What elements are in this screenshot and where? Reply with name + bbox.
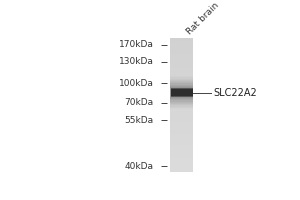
Bar — [170, 125, 193, 128]
Bar — [170, 138, 193, 142]
Bar — [170, 81, 193, 85]
Bar — [170, 165, 193, 168]
Bar — [170, 38, 193, 41]
Bar — [170, 115, 193, 118]
Bar — [170, 148, 193, 152]
Bar — [170, 78, 193, 81]
Bar — [170, 86, 193, 99]
Bar — [170, 51, 193, 55]
Bar — [171, 89, 193, 96]
Bar — [170, 65, 193, 68]
Text: 40kDa: 40kDa — [125, 162, 154, 171]
Bar — [170, 118, 193, 122]
Bar — [170, 128, 193, 132]
Bar — [170, 87, 193, 98]
Bar — [170, 71, 193, 75]
Bar — [170, 108, 193, 112]
Bar — [170, 91, 193, 95]
Bar — [170, 132, 193, 135]
Bar — [170, 81, 193, 104]
Text: 70kDa: 70kDa — [124, 98, 154, 107]
Bar — [170, 88, 193, 91]
Bar — [170, 83, 193, 102]
Bar — [170, 98, 193, 102]
Text: SLC22A2: SLC22A2 — [213, 88, 257, 98]
Bar — [170, 82, 193, 103]
Bar — [170, 55, 193, 58]
Bar — [171, 88, 193, 97]
Text: 170kDa: 170kDa — [119, 40, 154, 49]
Bar — [170, 77, 193, 108]
Bar — [170, 122, 193, 125]
Bar — [170, 168, 193, 172]
Bar — [170, 68, 193, 71]
Bar — [170, 79, 193, 107]
Bar — [170, 80, 193, 105]
Bar — [170, 45, 193, 48]
Bar — [170, 112, 193, 115]
Text: Rat brain: Rat brain — [185, 1, 221, 36]
Bar — [170, 61, 193, 65]
Bar — [170, 158, 193, 162]
Bar — [170, 152, 193, 155]
Text: 55kDa: 55kDa — [124, 116, 154, 125]
Bar — [170, 41, 193, 45]
Bar — [170, 142, 193, 145]
Bar — [170, 102, 193, 105]
Bar — [170, 145, 193, 148]
Bar — [170, 48, 193, 51]
Bar — [170, 58, 193, 61]
Bar — [170, 76, 193, 109]
Text: 130kDa: 130kDa — [119, 57, 154, 66]
Bar — [170, 162, 193, 165]
Bar — [170, 105, 193, 108]
Bar — [170, 85, 193, 100]
Bar — [170, 135, 193, 138]
Bar — [170, 155, 193, 158]
Bar — [170, 85, 193, 88]
Text: 100kDa: 100kDa — [119, 79, 154, 88]
Bar — [170, 75, 193, 78]
Bar — [170, 95, 193, 98]
